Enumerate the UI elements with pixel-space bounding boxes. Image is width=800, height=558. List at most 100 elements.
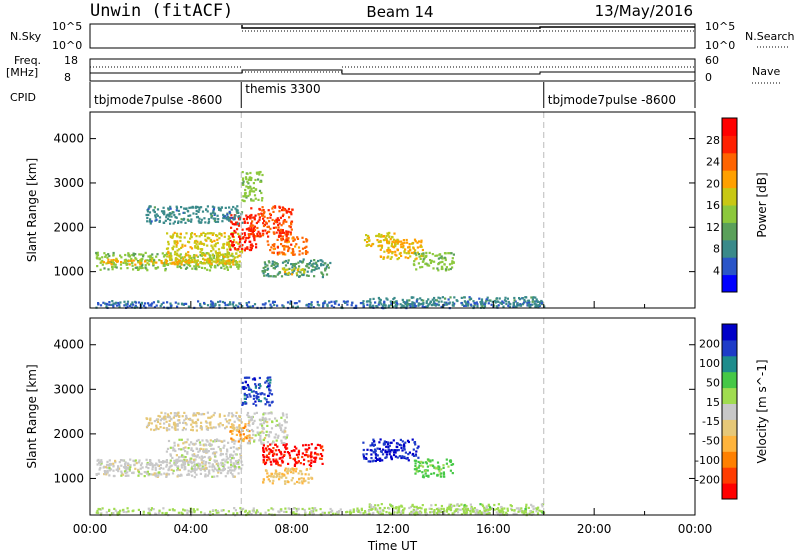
data-cell (248, 420, 251, 424)
data-cell (222, 215, 225, 218)
data-cell (176, 263, 179, 266)
data-cell (413, 263, 416, 267)
data-cell (293, 459, 297, 462)
data-cell (240, 251, 244, 254)
data-cell (498, 297, 501, 300)
data-cell (264, 511, 267, 514)
data-cell (369, 449, 372, 452)
data-cell (284, 507, 287, 510)
data-cell (234, 263, 237, 266)
data-cell (280, 239, 283, 242)
data-cell (181, 512, 184, 515)
data-cell (321, 449, 325, 452)
data-cell (262, 446, 265, 450)
data-cell (389, 257, 392, 260)
data-cell (418, 303, 421, 306)
data-cell (238, 424, 241, 427)
data-cell (268, 404, 271, 407)
data-cell (228, 419, 231, 422)
data-cell (287, 237, 290, 240)
data-cell (265, 447, 268, 450)
data-cell (392, 451, 396, 454)
data-cell (190, 218, 193, 221)
data-cell (229, 265, 232, 268)
data-cell (299, 271, 302, 274)
data-cell (195, 455, 198, 458)
data-cell (231, 432, 234, 435)
data-cell (199, 251, 202, 254)
data-cell (266, 421, 269, 424)
data-cell (513, 299, 516, 302)
data-cell (216, 256, 219, 259)
data-cell (254, 188, 257, 191)
data-cell (123, 470, 127, 473)
data-cell (285, 476, 288, 479)
data-cell (125, 467, 128, 470)
data-cell (219, 209, 222, 212)
data-cell (215, 258, 218, 261)
data-cell (220, 463, 223, 467)
data-cell (450, 463, 453, 466)
data-cell (321, 260, 324, 263)
data-cell (458, 504, 461, 507)
data-cell (447, 513, 450, 516)
data-cell (394, 449, 397, 452)
data-cell (411, 504, 414, 507)
data-cell (281, 235, 284, 238)
data-cell (250, 222, 253, 225)
data-cell (537, 506, 540, 509)
data-cell (346, 303, 349, 306)
data-cell (179, 232, 182, 235)
data-cell (369, 504, 372, 507)
data-cell (210, 415, 213, 418)
data-cell (415, 268, 418, 271)
data-cell (385, 441, 388, 444)
data-cell (222, 509, 225, 512)
data-cell (224, 427, 227, 430)
data-cell (239, 444, 242, 447)
data-cell (199, 472, 202, 475)
data-cell (194, 467, 197, 470)
data-cell (250, 390, 253, 393)
data-cell (267, 385, 270, 388)
data-cell (386, 249, 389, 253)
data-cell (172, 446, 175, 449)
data-cell (406, 299, 409, 302)
data-cell (232, 218, 235, 221)
data-cell (515, 507, 518, 510)
data-cell (527, 506, 530, 509)
data-cell (435, 299, 439, 302)
data-cell (289, 231, 292, 234)
data-cell (194, 458, 197, 461)
data-cell (512, 302, 515, 305)
data-cell (258, 208, 261, 211)
data-cell (525, 505, 528, 508)
data-cell (263, 261, 266, 264)
data-cell (519, 510, 522, 513)
data-cell (282, 414, 285, 417)
data-cell (413, 238, 417, 241)
data-cell (196, 264, 199, 267)
data-cell (226, 213, 229, 216)
data-cell (369, 444, 372, 447)
freq-nave-panel: Freq. [MHz] 18 8 60 0 Nave (6, 54, 782, 84)
data-cell (401, 298, 404, 301)
data-cell (235, 466, 238, 469)
data-cell (402, 511, 405, 514)
data-cell (290, 220, 293, 223)
data-cell (243, 392, 246, 395)
data-cell (249, 189, 252, 192)
data-cell (164, 415, 167, 418)
data-cell (198, 208, 201, 211)
data-cell (191, 419, 194, 422)
data-cell (184, 456, 187, 459)
data-cell (436, 254, 439, 257)
data-cell (216, 238, 219, 241)
data-cell (282, 252, 285, 256)
data-cell (302, 273, 305, 277)
data-cell (297, 472, 300, 475)
data-cell (225, 452, 228, 456)
data-cell (281, 475, 284, 478)
data-cell (249, 438, 252, 441)
data-cell (200, 262, 203, 265)
